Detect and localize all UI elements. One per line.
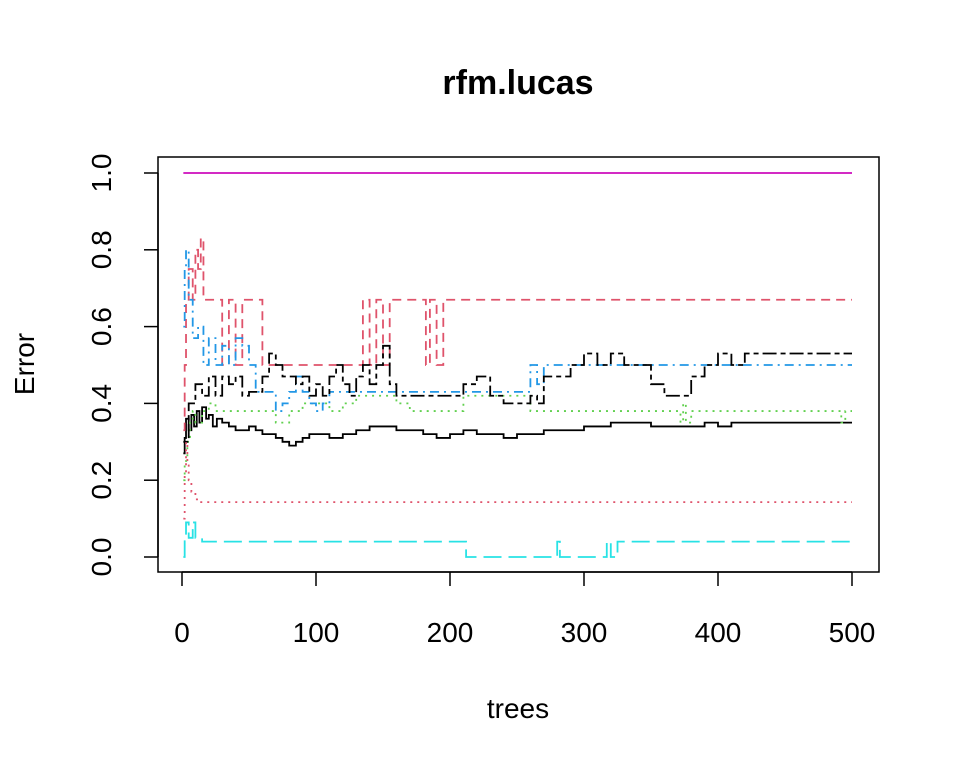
series-line-5 — [183, 521, 852, 558]
x-axis: 0 100 200 300 400 500 — [174, 571, 876, 648]
series-line-2 — [183, 237, 852, 432]
series-layer — [183, 172, 852, 558]
series-line-4 — [183, 248, 852, 412]
series-line-8 — [183, 440, 852, 520]
chart-title: rfm.lucas — [442, 64, 593, 102]
y-tick-label: 0.6 — [86, 307, 117, 346]
y-tick-label: 0.2 — [86, 461, 117, 500]
series-line-1 — [183, 406, 852, 455]
x-tick-label: 400 — [695, 617, 742, 648]
y-axis: 0.0 0.2 0.4 0.6 0.8 1.0 — [86, 154, 159, 577]
y-tick-label: 1.0 — [86, 154, 117, 193]
x-tick-label: 500 — [829, 617, 876, 648]
x-tick-label: 300 — [561, 617, 608, 648]
y-tick-label: 0.0 — [86, 538, 117, 577]
y-tick-label: 0.4 — [86, 384, 117, 423]
series-line-7 — [183, 344, 852, 443]
y-axis-label: Error — [9, 333, 40, 395]
x-tick-label: 200 — [427, 617, 474, 648]
y-tick-label: 0.8 — [86, 230, 117, 269]
x-tick-label: 100 — [293, 617, 340, 648]
x-tick-label: 0 — [174, 617, 190, 648]
x-axis-label: trees — [487, 693, 549, 724]
